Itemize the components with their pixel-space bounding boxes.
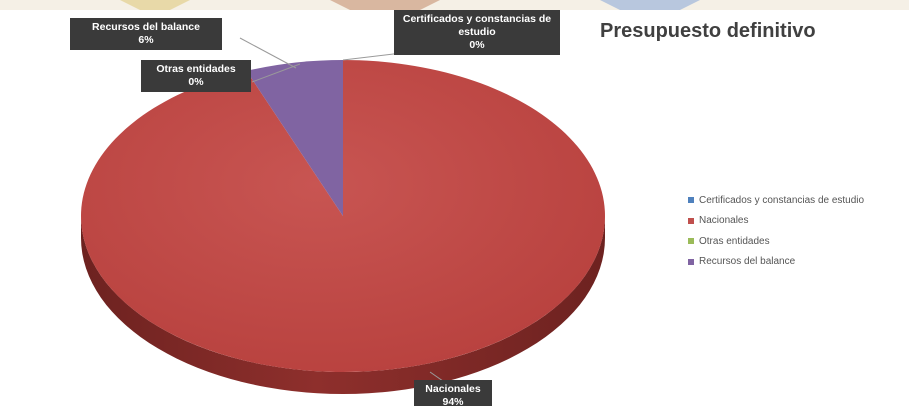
leader-line-2	[251, 63, 301, 83]
leader-line-0	[239, 37, 297, 69]
legend-swatch	[688, 258, 694, 265]
pie-slice-recursos-del-balance[interactable]	[246, 60, 343, 216]
data-label-percent: 0%	[469, 39, 485, 51]
data-label-percent: 0%	[188, 76, 204, 88]
data-label-certificados-y-constancias-de-estudio: Certificados y constancias de estudio 0%	[394, 10, 560, 55]
pie-slice-nacionales[interactable]	[80, 60, 605, 373]
legend-swatch	[688, 238, 694, 245]
legend-label: Recursos del balance	[699, 256, 796, 268]
legend-label: Certificados y constancias de estudio	[699, 194, 865, 206]
chart-legend: Certificados y constancias de estudio Nac…	[688, 190, 864, 272]
data-label-name: Otras entidades	[156, 63, 236, 75]
data-label-name: Recursos del balance	[92, 21, 200, 33]
legend-swatch	[688, 197, 694, 204]
legend-item[interactable]: Nacionales	[688, 211, 864, 232]
data-label-otras-entidades: Otras entidades 0%	[141, 60, 251, 92]
data-label-recursos-del-balance: Recursos del balance 6%	[70, 18, 222, 50]
data-label-name: Certificados y constancias de estudio	[402, 13, 552, 38]
legend-item[interactable]: Recursos del balance	[688, 252, 864, 273]
top-decoration	[0, 0, 909, 10]
data-label-percent: 94%	[442, 396, 464, 406]
data-label-nacionales: Nacionales 94%	[414, 380, 492, 406]
legend-label: Nacionales	[699, 215, 749, 227]
data-label-percent: 6%	[138, 34, 154, 46]
legend-swatch	[688, 217, 694, 224]
chart-title: Presupuesto definitivo	[600, 20, 816, 42]
legend-item[interactable]: Otras entidades	[688, 231, 864, 252]
legend-item[interactable]: Certificados y constancias de estudio	[688, 190, 864, 211]
data-label-name: Nacionales	[425, 383, 481, 395]
legend-label: Otras entidades	[699, 235, 770, 247]
